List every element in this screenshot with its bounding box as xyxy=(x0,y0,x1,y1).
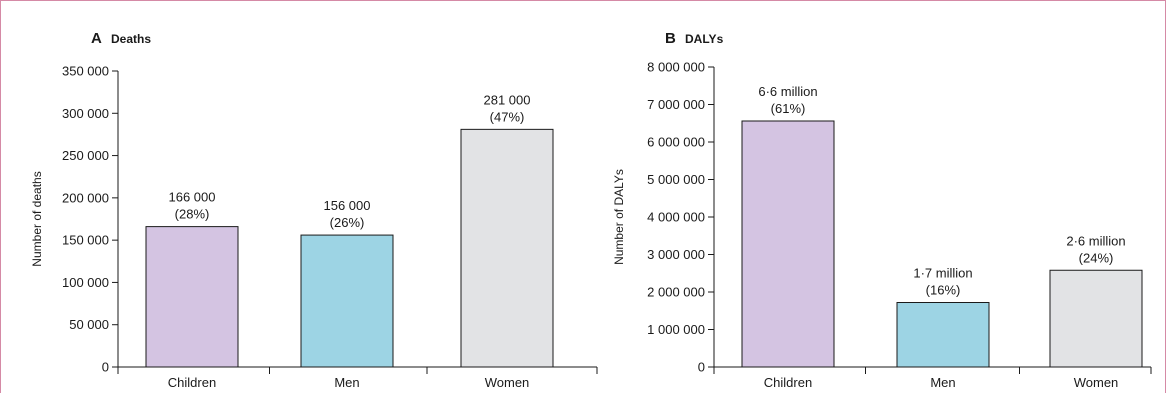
percent-label: (24%) xyxy=(1079,250,1114,265)
category-label: Men xyxy=(930,375,955,390)
y-tick-label: 150 000 xyxy=(62,233,109,248)
bar-men xyxy=(300,234,394,368)
bar-children xyxy=(741,120,835,368)
value-label: 166 000 xyxy=(169,190,216,205)
panel-a-y-axis-title: Number of deaths xyxy=(30,171,44,266)
y-tick-label: 7 000 000 xyxy=(647,97,705,112)
bar-children xyxy=(145,226,239,368)
value-label: 6·6 million xyxy=(758,84,817,99)
bar-women xyxy=(1049,269,1143,368)
panel-b-y-axis-title: Number of DALYs xyxy=(612,169,626,265)
panel-a-title: Deaths xyxy=(111,32,151,46)
category-label: Children xyxy=(168,375,216,390)
value-label: 1·7 million xyxy=(913,266,972,281)
value-label: 281 000 xyxy=(484,92,531,107)
panel-a: A Deaths 0 50 000 100 000 150 000 200 000 250 0… xyxy=(30,30,598,390)
category-label: Women xyxy=(1074,375,1119,390)
percent-label: (61%) xyxy=(771,101,806,116)
panel-b-letter: B xyxy=(665,30,676,47)
bar-men xyxy=(896,302,990,368)
category-label: Children xyxy=(764,375,812,390)
y-tick-label: 0 xyxy=(102,360,109,375)
percent-label: (26%) xyxy=(330,215,365,230)
percent-label: (47%) xyxy=(490,109,525,124)
y-tick-label: 5 000 000 xyxy=(647,172,705,187)
panel-b: B DALYs 0 1 000 000 2 000 000 3 000 000 4 000 … xyxy=(612,30,1152,390)
bar-women xyxy=(460,128,554,368)
percent-label: (28%) xyxy=(175,207,210,222)
panel-b-title: DALYs xyxy=(685,32,724,46)
y-tick-label: 3 000 000 xyxy=(647,247,705,262)
y-tick-label: 0 xyxy=(698,360,705,375)
y-tick-label: 300 000 xyxy=(62,106,109,121)
y-tick-label: 8 000 000 xyxy=(647,60,705,75)
panel-a-letter: A xyxy=(91,30,102,47)
y-tick-label: 250 000 xyxy=(62,148,109,163)
percent-label: (16%) xyxy=(926,283,961,298)
y-tick-label: 100 000 xyxy=(62,275,109,290)
value-label: 2·6 million xyxy=(1066,233,1125,248)
category-label: Women xyxy=(485,375,530,390)
y-tick-label: 2 000 000 xyxy=(647,285,705,300)
y-tick-label: 50 000 xyxy=(69,317,109,332)
value-label: 156 000 xyxy=(324,198,371,213)
y-tick-label: 1 000 000 xyxy=(647,322,705,337)
y-tick-label: 4 000 000 xyxy=(647,210,705,225)
y-tick-label: 200 000 xyxy=(62,190,109,205)
y-tick-label: 6 000 000 xyxy=(647,135,705,150)
y-tick-label: 350 000 xyxy=(62,64,109,79)
category-label: Men xyxy=(334,375,359,390)
